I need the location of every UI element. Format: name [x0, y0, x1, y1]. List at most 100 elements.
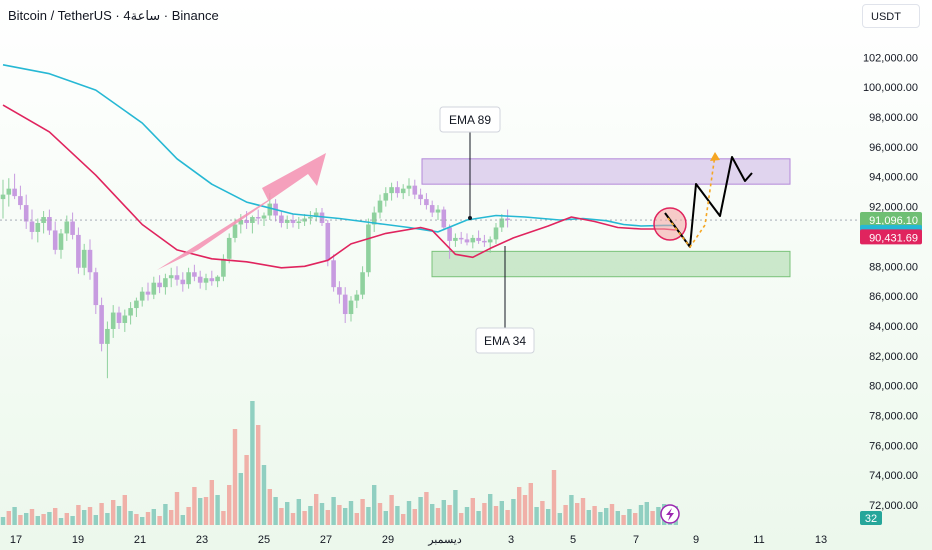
candle-body [221, 258, 226, 277]
volume-bar [615, 511, 620, 525]
candle-body [400, 188, 406, 194]
candle-body [145, 291, 151, 295]
candle-body [29, 221, 35, 232]
volume-bar [395, 506, 400, 525]
volume-bar [644, 502, 649, 525]
volume-bar [296, 499, 301, 525]
candle-body [464, 239, 470, 243]
volume-bar [331, 497, 336, 525]
volume-bar [412, 509, 417, 525]
volume-bar [319, 503, 325, 525]
drawings-layer: EMA 89 EMA 34 [157, 106, 753, 524]
candle-body [64, 221, 70, 234]
volume-bar [459, 513, 464, 525]
candle-body [41, 217, 46, 223]
y-tick-label: 98,000.00 [869, 112, 918, 124]
volume-bar [499, 501, 504, 525]
ema89-callout-box [439, 106, 501, 133]
volume-bar [511, 499, 516, 525]
volume-bar [546, 509, 551, 525]
volume-bar [482, 503, 487, 525]
x-tick-label: 3 [508, 534, 514, 546]
currency-button[interactable]: USDT [862, 4, 920, 28]
candle-body [458, 237, 464, 240]
candle-body [429, 205, 435, 213]
y-tick-label: 100,000.00 [863, 82, 918, 94]
candle-body [308, 217, 313, 219]
y-tick-label: 82,000.00 [869, 351, 918, 363]
candle-body [493, 227, 499, 240]
volume-count-value: 32 [865, 513, 877, 525]
candle-body [424, 199, 429, 206]
candle-body [250, 217, 255, 223]
x-tick-label: 5 [570, 534, 576, 546]
candle-body [203, 278, 209, 283]
last-price-value: 91,096.10 [869, 215, 918, 227]
x-tick-label: ديسمبر [427, 534, 462, 546]
candle-body [232, 224, 238, 238]
y-tick-label: 102,000.00 [863, 52, 918, 64]
volume-bar [557, 513, 562, 525]
candles-layer [0, 173, 510, 379]
volume-bar [76, 505, 81, 525]
x-tick-label: 7 [633, 534, 639, 546]
volume-bar [441, 500, 446, 525]
volume-bar [633, 513, 638, 525]
candle-body [389, 187, 394, 194]
volume-bar [0, 517, 6, 525]
ema34-callout-label: EMA 34 [484, 334, 526, 348]
candle-body [453, 237, 458, 241]
x-tick-label: 21 [134, 534, 146, 546]
volume-bar [377, 503, 383, 525]
candle-body [348, 300, 354, 315]
candle-body [238, 220, 244, 225]
candle-body [81, 249, 87, 268]
candle-body [192, 272, 197, 277]
volume-bar [627, 509, 632, 525]
y-tick-label: 84,000.00 [869, 321, 918, 333]
x-tick-label: 9 [693, 534, 699, 546]
volume-bar [261, 465, 267, 525]
y-tick-label: 78,000.00 [869, 411, 918, 423]
candle-body [18, 196, 23, 206]
candle-body [110, 312, 116, 329]
ema89-line [2, 64, 676, 233]
trend-arrow [157, 153, 326, 270]
volume-bar [435, 508, 441, 525]
volume-bar [337, 505, 342, 525]
volume-bar [308, 506, 313, 525]
volume-bar [209, 480, 214, 525]
x-tick-label: 17 [10, 534, 22, 546]
volume-bar [169, 510, 174, 525]
candle-body [395, 187, 400, 194]
candle-body [122, 315, 128, 323]
volume-bar [267, 489, 272, 525]
volume-count-badge [860, 511, 882, 525]
y-tick-label: 80,000.00 [869, 381, 918, 393]
x-tick-label: 25 [258, 534, 270, 546]
volume-bar [244, 455, 249, 525]
volume-bar [406, 501, 412, 525]
volume-bar [401, 514, 406, 525]
candle-body [406, 185, 412, 189]
support-zone [431, 250, 791, 278]
ema34-callout-box [475, 327, 535, 354]
projection-alt-path [667, 154, 716, 249]
volume-bar [534, 507, 539, 525]
candle-body [284, 220, 290, 223]
volume-bar [586, 510, 591, 525]
volume-bar [430, 504, 435, 525]
candle-body [302, 218, 307, 222]
volume-bar [354, 513, 359, 525]
volume-bar [180, 515, 185, 525]
volume-bar [221, 511, 226, 525]
candle-body [139, 291, 145, 301]
volume-bar [215, 495, 220, 525]
candle-body [58, 233, 64, 250]
volume-bar [418, 497, 423, 525]
candle-body [197, 276, 203, 283]
candle-body [116, 312, 122, 323]
volume-bar [447, 505, 452, 525]
